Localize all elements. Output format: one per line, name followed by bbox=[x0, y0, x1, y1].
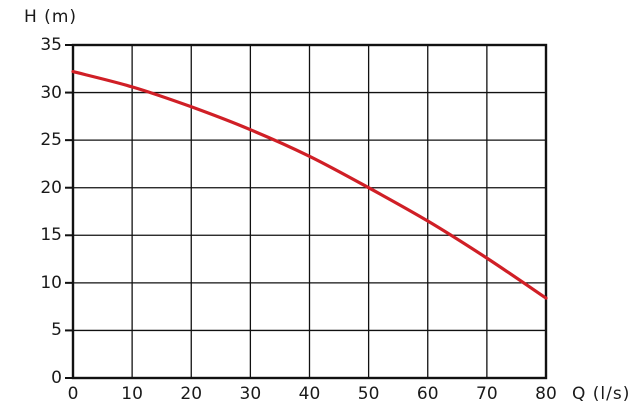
x-tick-label: 80 bbox=[535, 384, 557, 404]
y-tick-label: 35 bbox=[40, 35, 62, 55]
x-tick-label: 0 bbox=[67, 384, 79, 404]
x-tick-label: 40 bbox=[298, 384, 321, 404]
y-tick-label: 15 bbox=[40, 225, 62, 246]
y-axis-title: H (m) bbox=[24, 7, 78, 27]
y-tick-label: 30 bbox=[40, 82, 62, 103]
x-tick-label: 70 bbox=[476, 384, 498, 404]
x-tick-label: 20 bbox=[180, 384, 203, 404]
pump-head-curve bbox=[71, 70, 548, 300]
x-tick-label: 60 bbox=[416, 384, 439, 404]
y-tick-label: 20 bbox=[40, 177, 62, 198]
x-axis-title: Q (l/s) bbox=[572, 384, 631, 404]
x-tick-label: 50 bbox=[357, 384, 380, 404]
y-tick-label: 25 bbox=[40, 130, 62, 151]
x-tick-label: 10 bbox=[121, 384, 143, 404]
y-tick-label: 5 bbox=[51, 320, 62, 341]
y-tick-label: 0 bbox=[51, 368, 62, 388]
x-tick-label: 30 bbox=[239, 384, 262, 404]
y-tick-label: 10 bbox=[40, 272, 62, 293]
plot-border bbox=[71, 43, 548, 380]
